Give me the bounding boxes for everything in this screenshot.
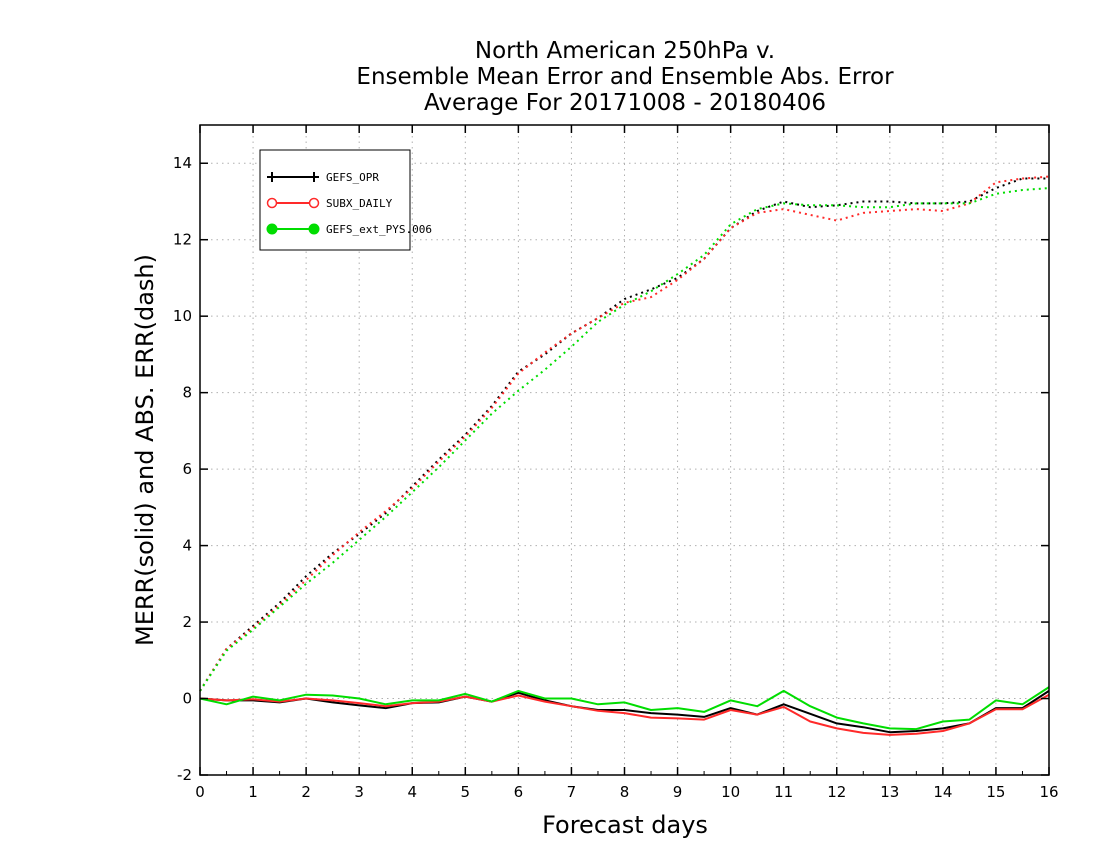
title-line-1: North American 250hPa v.	[475, 38, 775, 64]
legend-filled-circle-marker-2-0	[266, 223, 278, 235]
y-tick-label-0: -2	[177, 766, 192, 784]
title-line-3: Average For 20171008 - 20180406	[424, 90, 826, 116]
legend-plus-marker-0-1	[309, 172, 319, 182]
y-tick-label-3: 4	[182, 537, 192, 555]
x-tick-label-11: 11	[774, 783, 793, 801]
x-tick-label-7: 7	[567, 783, 577, 801]
y-tick-label-2: 2	[182, 613, 192, 631]
y-tick-label-8: 14	[173, 154, 192, 172]
legend-open-circle-marker-1-1	[308, 197, 320, 209]
title-line-2: Ensemble Mean Error and Ensemble Abs. Er…	[356, 64, 894, 90]
legend: GEFS_OPR SUBX_DAILY GEFS_ext_PYS.006	[259, 149, 432, 251]
x-tick-label-4: 4	[407, 783, 417, 801]
legend-open-circle-marker-1-0	[266, 197, 278, 209]
grid	[200, 125, 1049, 775]
series-lines	[199, 175, 1050, 736]
legend-plus-marker-0-0	[267, 172, 277, 182]
series-mean-error-line-0	[199, 690, 1050, 734]
x-tick-label-1: 1	[248, 783, 258, 801]
x-axis-title: Forecast days	[542, 811, 708, 839]
series-mean-error-line-1	[199, 693, 1050, 736]
x-tick-label-0: 0	[195, 783, 205, 801]
x-tick-label-10: 10	[721, 783, 740, 801]
series-mean-error-line-2	[199, 686, 1050, 731]
y-tick-label-4: 6	[182, 460, 192, 478]
y-axis-title: MERR(solid) and ABS. ERR(dash)	[131, 254, 159, 646]
legend-label-2: GEFS_ext_PYS.006	[326, 223, 432, 236]
series-abs-error-line-2	[199, 187, 1050, 692]
x-tick-label-13: 13	[880, 783, 899, 801]
chart-title: North American 250hPa v. Ensemble Mean E…	[356, 38, 894, 116]
y-tick-label-5: 8	[182, 384, 192, 402]
y-tick-label-7: 12	[173, 231, 192, 249]
x-tick-label-12: 12	[827, 783, 846, 801]
x-tick-label-2: 2	[301, 783, 311, 801]
legend-filled-circle-marker-2-1	[308, 223, 320, 235]
x-tick-label-16: 16	[1039, 783, 1058, 801]
legend-label-1: SUBX_DAILY	[326, 197, 393, 210]
y-tick-label-6: 10	[173, 307, 192, 325]
legend-label-0: GEFS_OPR	[326, 171, 379, 184]
x-tick-label-9: 9	[673, 783, 683, 801]
x-tick-label-6: 6	[514, 783, 524, 801]
x-tick-label-14: 14	[933, 783, 952, 801]
series-abs-error-line-0	[199, 177, 1049, 692]
x-tick-label-3: 3	[354, 783, 364, 801]
x-tick-label-8: 8	[620, 783, 630, 801]
y-tick-label-1: 0	[182, 690, 192, 708]
x-tick-label-15: 15	[986, 783, 1005, 801]
legend-box	[259, 149, 411, 251]
x-tick-label-5: 5	[461, 783, 471, 801]
